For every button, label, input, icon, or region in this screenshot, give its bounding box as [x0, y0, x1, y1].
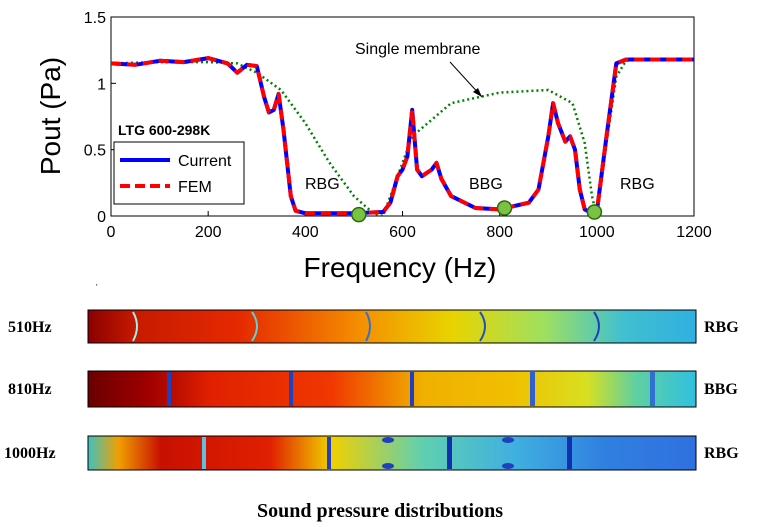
x-axis-label: Frequency (Hz)	[304, 252, 497, 283]
y-tick-label: 0	[97, 209, 106, 226]
frequency-marker	[496, 200, 513, 216]
strip-node	[650, 372, 655, 406]
x-tick-label: 600	[389, 224, 416, 241]
distribution-row-1000: 1000Hz RBG	[4, 435, 739, 471]
strip-node	[327, 437, 331, 469]
row-freq-label: 810Hz	[8, 381, 52, 398]
x-tick-label: 1000	[579, 224, 615, 241]
strip-node	[167, 372, 171, 406]
annotation-rbg-left: RBG	[305, 176, 340, 193]
row-band-label: RBG	[704, 445, 739, 462]
annotation-bbg: BBG	[469, 176, 503, 193]
x-tick-label: 0	[107, 224, 116, 241]
row-band-label: BBG	[704, 381, 738, 398]
strip-node	[479, 311, 486, 342]
strip-node	[567, 437, 572, 469]
x-tick-label: 800	[486, 224, 513, 241]
strip-node	[447, 437, 452, 469]
legend-title: LTG 600-298K	[118, 122, 210, 138]
axis-ticks: 0 200 400 600 800 1000 1200 0 0.5 1 1.5	[84, 10, 712, 241]
row-freq-label: 1000Hz	[4, 445, 56, 462]
marker-layer	[351, 200, 603, 223]
strip-node	[502, 437, 514, 443]
legend-box	[113, 141, 245, 205]
frequency-marker	[586, 204, 603, 220]
strip-node	[289, 372, 293, 406]
y-tick-label: 1	[97, 76, 106, 93]
y-tick-label: 0.5	[84, 143, 106, 160]
distribution-caption: Sound pressure distributions	[257, 500, 503, 522]
strip-node	[530, 372, 535, 406]
strip-node	[365, 311, 371, 342]
strip-node	[502, 463, 514, 469]
strip-node	[132, 311, 138, 342]
legend-label-current: Current	[178, 153, 232, 170]
annotation-single-membrane: Single membrane	[355, 41, 481, 58]
strip-node	[593, 311, 600, 342]
legend-label-fem: FEM	[178, 179, 212, 196]
x-tick-label: 400	[292, 224, 319, 241]
pressure-strip-810	[87, 370, 697, 408]
strip-node	[410, 372, 414, 406]
distribution-row-510: 510Hz RBG	[8, 309, 739, 344]
frequency-marker	[351, 206, 367, 223]
distribution-row-810: 810Hz BBG	[8, 370, 738, 408]
x-tick-label: 1200	[676, 224, 712, 241]
y-tick-label: 1.5	[84, 10, 106, 27]
y-axis-label: Pout (Pa)	[35, 57, 66, 175]
row-freq-label: 510Hz	[8, 319, 52, 336]
series-line-fem	[111, 56, 694, 216]
strip-node	[382, 463, 394, 469]
x-tick-label: 200	[195, 224, 222, 241]
strip-node	[382, 437, 394, 443]
strip-node	[202, 437, 206, 469]
strip-node	[251, 311, 258, 342]
separator-mark: '	[96, 283, 98, 292]
annotation-rbg-right: RBG	[620, 176, 655, 193]
legend: LTG 600-298K Current FEM	[113, 122, 245, 205]
pressure-strip-510	[87, 309, 697, 344]
row-band-label: RBG	[704, 319, 739, 336]
series-layer	[111, 56, 694, 216]
annotation-arrowhead	[473, 88, 482, 97]
